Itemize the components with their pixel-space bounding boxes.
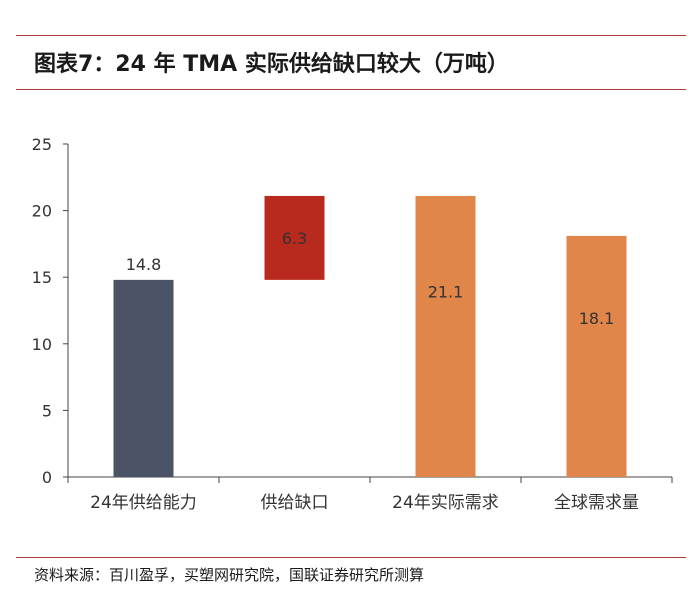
source-note: 资料来源：百川盈孚，买塑网研究院，国联证券研究所测算 (34, 566, 425, 584)
bar (113, 279, 174, 477)
y-tick-label: 0 (42, 468, 52, 487)
y-tick-label: 20 (32, 202, 52, 221)
y-tick-label: 15 (32, 268, 52, 287)
bar-chart: 0 5 10 15 20 25 14.8 24年供给能力 6.3 供给缺口 21.1 24年实际需求 1… (32, 135, 673, 513)
bar (264, 195, 325, 280)
data-label: 14.8 (126, 255, 162, 274)
y-tick-label: 10 (32, 335, 52, 354)
data-label: 21.1 (428, 283, 464, 302)
chart-title: 图表7：24 年 TMA 实际供给缺口较大（万吨） (34, 52, 509, 77)
y-tick-label: 25 (32, 135, 52, 154)
x-category-label: 供给缺口 (261, 493, 329, 513)
bar (566, 235, 627, 477)
x-category-label: 全球需求量 (554, 493, 639, 513)
bar (415, 195, 476, 477)
top-rule (16, 35, 686, 36)
data-label: 18.1 (579, 309, 615, 328)
y-tick-label: 5 (42, 401, 52, 420)
x-category-label: 24年供给能力 (90, 493, 197, 513)
footer-rule (16, 557, 686, 558)
data-label: 6.3 (282, 229, 307, 248)
title-rule (16, 89, 686, 90)
x-category-label: 24年实际需求 (392, 493, 499, 513)
